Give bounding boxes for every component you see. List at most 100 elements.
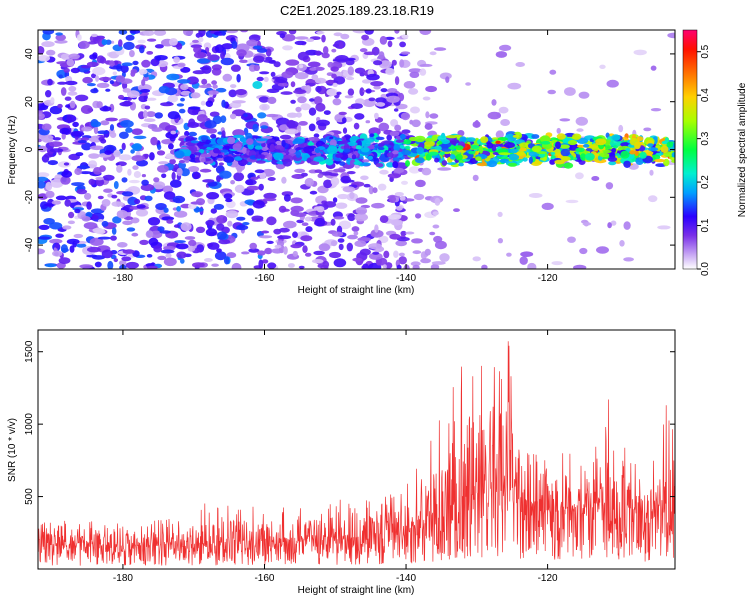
spectrogram-cell [232,134,245,139]
spectrogram-cell [232,129,245,137]
spectrogram-cell [258,259,264,269]
spectrogram-cell [90,208,105,214]
spectrogram-cell [401,139,412,145]
spectrogram-cell [415,179,426,188]
spectrogram-cell [338,243,344,251]
colorbar-tick-label: 0.3 [700,131,711,145]
spectrogram-cell [522,157,528,162]
spectrogram-cell [468,150,476,155]
spectrogram-cell [265,48,272,57]
spectrogram-cell [109,60,115,67]
spectrogram-cell [196,114,208,122]
spectrogram-cell [263,76,269,83]
spectrogram-cell [368,243,382,250]
x-tick-label: -180 [113,273,133,284]
spectrogram-cell [221,130,226,138]
spectrogram-cell [210,134,217,139]
spectrogram-cell [332,43,340,48]
spectrogram-cell [440,139,450,145]
spectrogram-cell [311,74,319,81]
spectrogram-cell [367,155,373,160]
spectrogram-cell [288,148,297,154]
spectrogram-cell [284,128,299,135]
spectrogram-cell [375,97,387,104]
spectrogram-cell [91,73,97,79]
spectrogram-cell [138,95,148,103]
spectrogram-cell [149,152,155,161]
spectrogram-cell [49,222,63,230]
spectrogram-cell [316,30,325,35]
spectrogram-cell [512,134,520,138]
spectrogram-cell [282,45,293,51]
spectrogram-cell [313,66,325,71]
snr-series-line [38,341,675,566]
spectrogram-cell [649,169,654,176]
spectrogram-cell [146,97,157,101]
spectrogram-cell [290,197,303,204]
spectrogram-cell [379,169,389,175]
spectrogram-cell [575,147,585,153]
spectrogram-cell [122,249,135,254]
spectrogram-cell [125,34,135,41]
spectrogram-cell [211,263,219,267]
spectrogram-cell [333,168,346,173]
spectrogram-cell [136,159,148,167]
spectrogram-cell [353,231,359,236]
spectrogram-cell [226,252,237,259]
spectrogram-cell [428,151,439,156]
spectrogram-cell [157,226,165,232]
spectrogram-cell [331,231,344,237]
spectrogram-cell [394,192,404,197]
spectrogram-cell [605,182,614,190]
spectrogram-cell [57,81,67,85]
spectrogram-cell [332,98,342,106]
spectrogram-cell [575,116,588,126]
spectrogram-cell [472,256,481,262]
spectrogram-cell [91,121,102,128]
spectrogram-cell [623,221,631,230]
spectrogram-cell [194,157,200,162]
spectrogram-cell [388,214,402,220]
spectrogram-cell [67,91,78,96]
spectrogram-cell [536,151,548,155]
spectrogram-cell [214,251,227,261]
spectrogram-cell [475,156,482,161]
spectrogram-cell [180,66,191,73]
spectrogram-cell [250,176,259,180]
spectrogram-cell [344,95,354,99]
spectrogram-cell [49,148,64,153]
spectrogram-cell [495,130,504,139]
spectrogram-cell [419,68,427,76]
spectrogram-cell [623,257,634,262]
spectrogram-cell [286,112,299,118]
spectrogram-cell [145,111,156,118]
spectrogram-cell [143,30,155,36]
spectrogram-cell [393,108,399,112]
spectrogram-cell [252,81,263,89]
spectrogram-cell [179,160,186,164]
spectrogram-cell [316,206,325,213]
spectrogram-cell [322,46,329,55]
spectrogram-cell [147,217,161,226]
spectrogram-cell [666,141,674,148]
snr-frame [37,329,676,570]
spectrogram-cell [364,30,374,35]
spectrogram-cell [138,69,148,75]
spectrogram-cell [177,79,191,84]
spectrogram-cell [273,228,282,235]
spectrogram-cell [403,264,410,269]
spectrogram-cell [352,30,367,34]
spectrogram-cell [281,71,294,79]
spectrogram-cell [45,181,53,191]
spectrogram-cell [291,174,300,179]
spectrogram-cell [117,242,128,248]
spectrogram-cell [207,90,219,95]
spectrogram-cell [132,143,143,152]
spectrogram-cell [359,248,371,256]
spectrogram-cell [221,43,234,50]
spectrogram-cell [41,123,52,131]
spectrogram-cell [218,239,231,245]
spectrogram-cell [595,138,607,146]
spectrogram-cell [204,258,213,262]
spectrogram-cell [432,224,440,229]
